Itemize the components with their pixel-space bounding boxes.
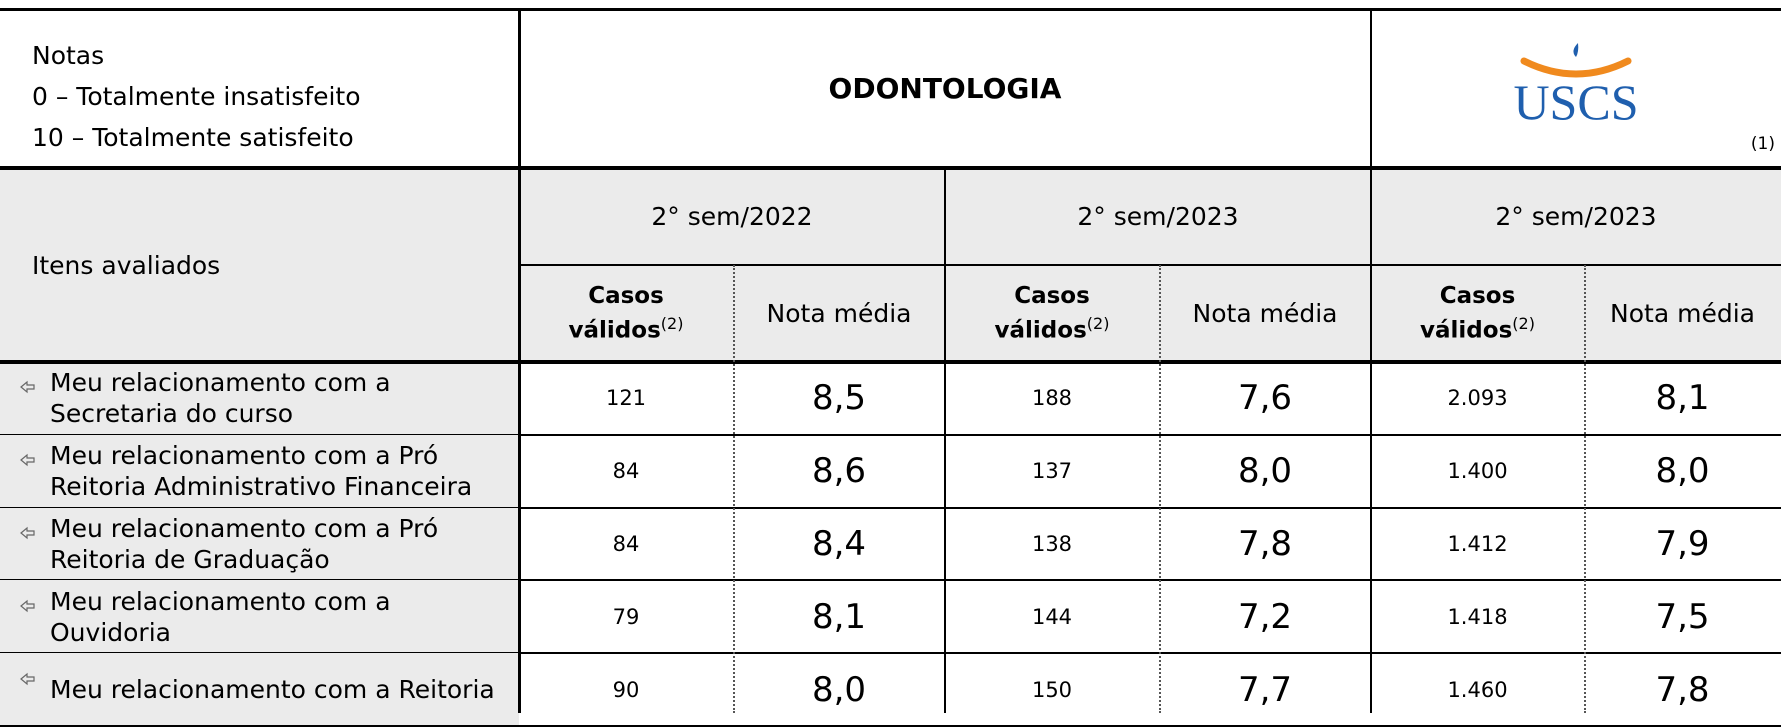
row-line [0, 433, 1781, 436]
bullet-icon [20, 526, 35, 540]
logo-note: (1) [1750, 134, 1775, 154]
border [1370, 8, 1372, 713]
border [519, 264, 1781, 266]
score-header: Nota média [766, 299, 912, 328]
bullet-icon [20, 453, 35, 467]
course-title: ODONTOLOGIA [828, 72, 1062, 105]
cases: 84 [612, 459, 640, 484]
period: 2° sem/2023 [1077, 202, 1239, 231]
cases: 138 [1031, 531, 1073, 556]
period: 2° sem/2023 [1495, 202, 1657, 231]
note: 10 – Totalmente satisfeito [32, 123, 354, 152]
item-label: Meu relacionamento com a Pró Reitoria Ad… [0, 434, 519, 508]
score: 7,8 [1655, 669, 1710, 710]
cases: 150 [1031, 677, 1073, 702]
cases-label: Casos [1439, 283, 1516, 310]
score-header: Nota média [1610, 299, 1755, 328]
cases: 188 [1031, 386, 1073, 411]
dotted-line [1584, 265, 1586, 713]
score: 8,0 [1237, 451, 1293, 492]
cases: 1.412 [1447, 531, 1508, 556]
item-label: Meu relacionamento com a Secretaria do c… [0, 362, 519, 435]
score: 8,1 [811, 596, 867, 637]
footnote: (2) [660, 314, 684, 334]
cases-label: válidos(2) [1420, 314, 1535, 344]
border [944, 168, 946, 713]
cases-header: Casos válidos(2) [519, 265, 733, 362]
row-line [0, 579, 1781, 582]
cases: 144 [1031, 604, 1073, 629]
cases-label: Casos [1014, 283, 1090, 310]
cases-label: Casos [588, 283, 664, 310]
cases-label: válidos(2) [568, 314, 684, 344]
cases: 90 [612, 677, 640, 702]
cases: 121 [605, 386, 647, 411]
score: 8,5 [811, 378, 867, 419]
cases: 79 [612, 604, 640, 629]
notes-title: Notas [32, 41, 105, 70]
score: 7,7 [1237, 669, 1293, 710]
score: 8,0 [811, 669, 867, 710]
score: 8,0 [1655, 451, 1710, 492]
note: 0 – Totalmente insatisfeito [32, 82, 361, 111]
item-label: Meu relacionamento com a Ouvidoria [0, 580, 519, 654]
logo-text: USCS [1513, 74, 1638, 129]
row-header: Itens avaliados [0, 168, 519, 362]
footnote: (2) [1512, 314, 1535, 334]
item-label: Meu relacionamento com a Reitoria [0, 653, 519, 726]
bullet-icon [20, 381, 35, 394]
bullet-icon [20, 599, 35, 613]
period: 2° sem/2022 [651, 202, 813, 231]
cases-label: válidos(2) [994, 314, 1110, 344]
logo: USCS (1) [1371, 9, 1781, 168]
cases-header: Casos válidos(2) [945, 265, 1159, 362]
cases: 137 [1031, 459, 1073, 484]
cases: 2.093 [1447, 386, 1508, 411]
cases: 1.400 [1447, 459, 1508, 484]
dotted-line [733, 265, 735, 713]
logo-mark: USCS [1513, 43, 1639, 129]
cases-header: Casos válidos(2) [1371, 265, 1584, 362]
border [518, 8, 521, 713]
row-line [0, 506, 1781, 509]
score: 8,4 [811, 523, 867, 564]
item-label: Meu relacionamento com a Pró Reitoria de… [0, 507, 519, 581]
score: 8,1 [1655, 378, 1710, 419]
cases: 84 [612, 531, 640, 556]
bullet-icon [20, 672, 35, 685]
score: 7,2 [1237, 596, 1293, 637]
score: 7,5 [1655, 596, 1710, 637]
notes: Notas 0 – Totalmente insatisfeito 10 – T… [0, 9, 519, 168]
footnote: (2) [1086, 314, 1110, 334]
score: 7,6 [1237, 378, 1293, 419]
border [0, 166, 1781, 170]
border [0, 360, 1781, 364]
row-line [0, 652, 1781, 655]
score: 8,6 [811, 451, 867, 492]
score: 7,9 [1655, 523, 1710, 564]
dotted-line [1159, 265, 1161, 713]
score-header: Nota média [1192, 299, 1338, 328]
border [0, 8, 1781, 11]
score: 7,8 [1237, 523, 1293, 564]
cases: 1.418 [1447, 604, 1508, 629]
cases: 1.460 [1447, 677, 1508, 702]
